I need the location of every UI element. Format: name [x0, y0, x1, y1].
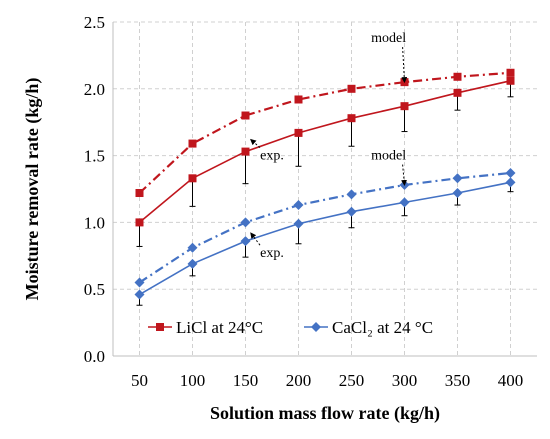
annotations: model exp. model exp.	[250, 31, 408, 261]
x-tick-label: 200	[286, 371, 312, 390]
data-point	[135, 189, 144, 198]
annotation-label: exp.	[260, 246, 284, 261]
data-point	[240, 217, 251, 228]
legend-marker-cacl2	[311, 322, 321, 332]
y-tick-label: 1.5	[84, 147, 105, 166]
series-0	[135, 76, 515, 247]
y-tick-label: 2.0	[84, 80, 105, 99]
x-axis-title: Solution mass flow rate (kg/h)	[210, 403, 440, 424]
data-point	[241, 147, 250, 156]
annotation-arrow	[250, 232, 261, 246]
legend: LiCl at 24°C CaCl₂ at 24 °C	[148, 318, 433, 337]
data-point	[134, 277, 145, 288]
annotation-label: model	[371, 31, 406, 46]
series-line	[139, 181, 511, 296]
data-point	[240, 236, 251, 247]
data-point	[293, 200, 304, 211]
data-point	[453, 88, 462, 97]
series-line	[138, 80, 511, 224]
x-tick-label: 250	[339, 371, 365, 390]
y-tick-label: 0.5	[84, 280, 105, 299]
data-point	[506, 68, 515, 77]
data-point	[135, 218, 144, 227]
data-point	[400, 102, 409, 111]
annotation-label: model	[371, 149, 406, 164]
data-point	[347, 84, 356, 93]
annotation-label: exp.	[260, 149, 284, 164]
data-point	[453, 72, 462, 81]
x-tick-label: 150	[233, 371, 259, 390]
data-point	[188, 139, 197, 148]
data-point	[346, 189, 357, 200]
data-point	[188, 174, 197, 183]
series-2	[134, 177, 516, 306]
data-point	[505, 177, 516, 188]
series-line	[138, 71, 511, 194]
data-point	[505, 167, 516, 178]
legend-marker-licl	[156, 323, 164, 331]
data-point	[293, 218, 304, 229]
data-point	[506, 76, 515, 85]
x-tick-label: 100	[180, 371, 206, 390]
data-point	[187, 242, 198, 253]
x-tick-label: 350	[445, 371, 471, 390]
data-point	[294, 95, 303, 104]
y-tick-label: 2.5	[84, 13, 105, 32]
annotation-arrow	[401, 164, 408, 186]
legend-item-licl: LiCl at 24°C	[148, 318, 263, 337]
axes	[112, 22, 537, 357]
x-tick-label: 400	[498, 371, 524, 390]
legend-item-cacl2: CaCl₂ at 24 °C	[304, 318, 433, 337]
x-tick-label: 50	[131, 371, 148, 390]
series-layer	[134, 68, 516, 306]
data-point	[134, 289, 145, 300]
data-point	[294, 128, 303, 137]
y-tick-label: 0.0	[84, 347, 105, 366]
series-line	[138, 171, 511, 284]
y-tick-label: 1.0	[84, 213, 105, 232]
legend-label-cacl2: CaCl₂ at 24 °C	[332, 318, 433, 337]
x-tick-label: 300	[392, 371, 418, 390]
legend-label-licl: LiCl at 24°C	[176, 318, 263, 337]
data-point	[347, 114, 356, 123]
annotation-arrow	[401, 47, 408, 84]
annotation-arrow	[250, 138, 261, 148]
data-point	[241, 111, 250, 120]
series-3	[134, 167, 516, 288]
data-point	[452, 173, 463, 184]
tick-labels: 0.0 0.5 1.0 1.5 2.0 2.5 50 100 150 200 250 300 350 40…	[84, 13, 524, 390]
data-point	[399, 197, 410, 208]
data-point	[187, 258, 198, 269]
y-axis-title: Moisture removal rate (kg/h)	[22, 78, 43, 301]
data-point	[346, 206, 357, 217]
data-point	[452, 188, 463, 199]
